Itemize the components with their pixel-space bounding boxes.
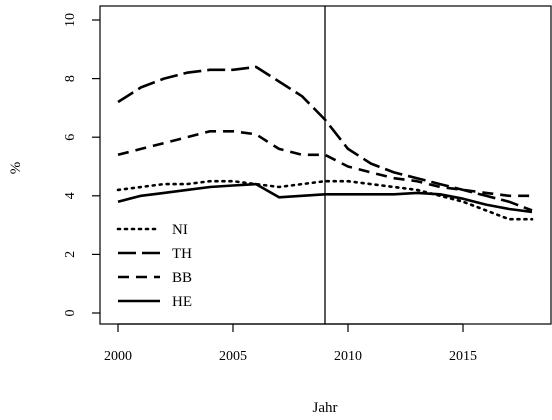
- legend-label-ni: NI: [172, 222, 188, 238]
- x-axis-title: Jahr: [313, 400, 338, 416]
- legend-label-he: HE: [172, 294, 192, 310]
- legend-label-bb: BB: [172, 270, 192, 286]
- y-tick-label: 8: [63, 75, 78, 82]
- x-tick-label: 2015: [449, 349, 477, 364]
- y-tick-label: 6: [63, 134, 78, 141]
- series-line-th: [117, 65, 533, 212]
- x-tick-label: 2005: [219, 349, 247, 364]
- x-tick-label: 2010: [334, 349, 362, 364]
- axes: 2000 2005 2010 2015 0 2 4 6 8 10: [63, 5, 552, 364]
- series-line-ni: [116, 179, 534, 221]
- legend: NI TH BB HE: [116, 222, 192, 310]
- x-tick-label: 2000: [104, 349, 132, 364]
- y-tick-label: 10: [63, 13, 78, 27]
- series-layer: [116, 65, 534, 221]
- series-line-he: [117, 182, 533, 214]
- y-tick-label: 0: [63, 310, 78, 317]
- y-tick-label: 2: [63, 251, 78, 258]
- y-tick-label: 4: [63, 192, 78, 199]
- legend-label-th: TH: [172, 246, 192, 262]
- y-axis-title: %: [8, 162, 24, 175]
